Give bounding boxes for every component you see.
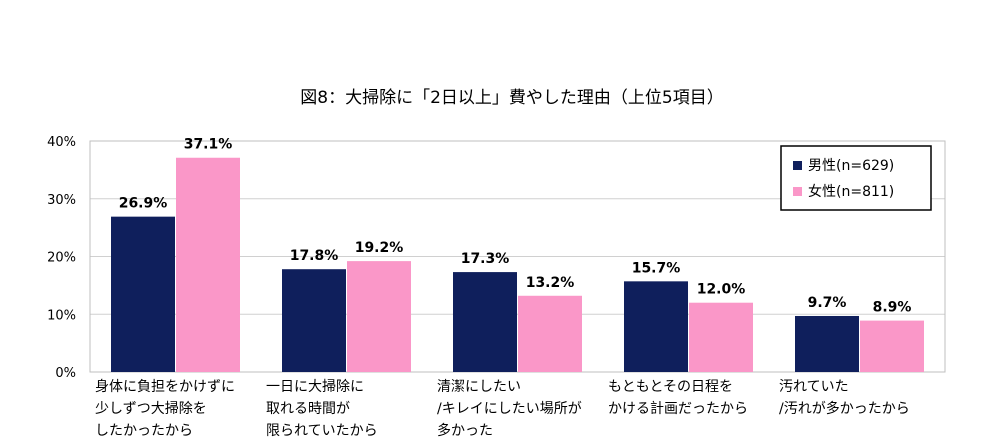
y-tick-label: 0%	[55, 366, 76, 381]
y-tick-label: 30%	[47, 193, 76, 208]
legend-swatch	[793, 161, 802, 170]
category-label: 清潔にしたい	[437, 379, 521, 395]
bar	[689, 302, 753, 372]
data-label: 15.7%	[632, 260, 681, 276]
category-label: 取れる時間が	[266, 401, 350, 417]
y-tick-label: 20%	[47, 251, 76, 266]
data-label: 17.3%	[461, 251, 510, 267]
legend: 男性(n=629) 女性(n=811)	[780, 145, 932, 211]
data-label: 12.0%	[697, 282, 746, 298]
category-label: /キレイにしたい場所が	[437, 401, 582, 417]
category-label: 多かった	[437, 422, 493, 439]
bar	[347, 261, 411, 372]
category-label: したかったから	[95, 423, 193, 439]
category-label: 汚れていた	[779, 379, 849, 395]
data-label: 8.9%	[873, 300, 912, 316]
category-label: 一日に大掃除に	[266, 378, 364, 395]
data-label: 17.8%	[290, 248, 339, 264]
category-label: 少しずつ大掃除を	[95, 400, 207, 417]
y-tick-label: 10%	[47, 308, 76, 323]
legend-label: 女性(n=811)	[808, 183, 894, 200]
bar	[624, 281, 688, 372]
data-label: 19.2%	[355, 240, 404, 256]
plot-area	[89, 140, 946, 373]
chart-title: 図8：大掃除に「2日以上」費やした理由（上位5項目）	[300, 88, 723, 108]
data-label: 9.7%	[808, 295, 847, 311]
legend-label: 男性(n=629)	[808, 158, 894, 174]
y-tick-label: 40%	[47, 135, 76, 150]
bar	[176, 157, 240, 372]
bar	[282, 269, 346, 372]
bar	[860, 320, 924, 372]
legend-swatch	[793, 187, 802, 196]
data-label: 13.2%	[526, 275, 575, 291]
legend-box	[780, 145, 932, 211]
category-label: /汚れが多かったから	[779, 400, 910, 417]
category-label: 限られていたから	[266, 423, 378, 439]
data-label: 26.9%	[119, 196, 168, 212]
category-label: 身体に負担をかけずに	[95, 379, 235, 395]
bar	[795, 315, 859, 372]
category-label: かける計画だったから	[608, 401, 748, 417]
bar	[111, 216, 175, 372]
data-label: 37.1%	[184, 137, 233, 153]
bar	[518, 295, 582, 372]
bar	[453, 272, 517, 372]
category-label: もともとその日程を	[608, 379, 733, 395]
